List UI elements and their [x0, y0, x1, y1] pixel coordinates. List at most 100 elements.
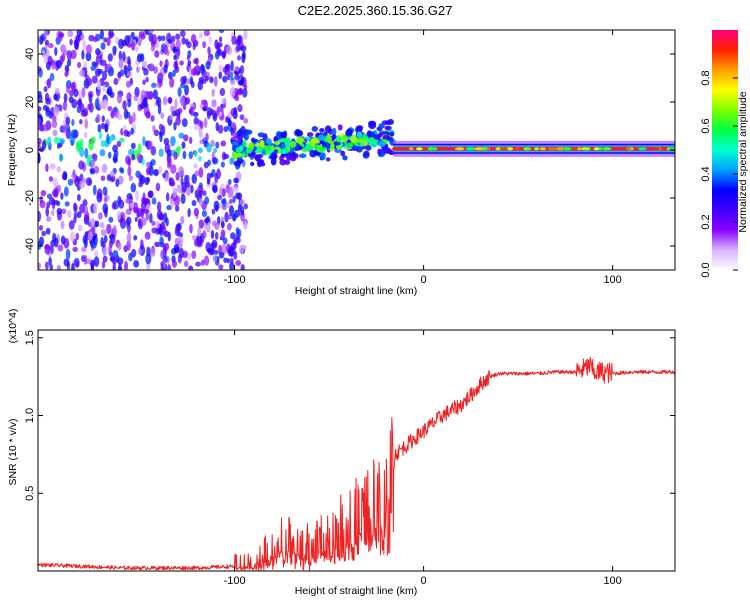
spectrogram-cell: [368, 137, 375, 143]
spectrogram-cell: [118, 199, 125, 209]
spectrogram-cell: [204, 217, 210, 224]
spectrogram-cell: [580, 147, 589, 151]
spectrogram-cell: [224, 64, 229, 70]
spectrogram-cell: [178, 132, 185, 139]
spectrogram-cell: [154, 50, 160, 58]
spectrogram-cell: [221, 188, 226, 197]
spectrogram-cell: [66, 50, 73, 61]
spectrogram-cell: [250, 161, 255, 167]
spectrogram-cell: [43, 30, 48, 38]
spectrogram-cell: [155, 182, 161, 192]
spectrogram-cell: [327, 135, 333, 144]
spectrogram-cell: [324, 125, 332, 133]
spectrogram-cell: [165, 192, 170, 202]
spectrogram-cell: [296, 136, 304, 145]
spectrogram-cell: [94, 98, 99, 110]
spectrogram-cell: [54, 87, 60, 95]
spectrogram-cell: [172, 69, 176, 77]
spectrogram-cell: [232, 239, 237, 250]
spectrogram-cell: [167, 263, 172, 270]
spectrogram-cell: [213, 249, 219, 255]
spectrogram-cell: [143, 208, 150, 214]
spectrogram-cell: [125, 80, 132, 88]
spectrogram-cell: [87, 154, 92, 163]
spectrogram-cell: [336, 135, 342, 143]
spectrogram-cell: [499, 147, 508, 151]
spectrogram-cell: [70, 82, 75, 91]
spectrogram-cell: [52, 177, 58, 188]
spectrogram-cell: [223, 126, 229, 133]
spectrogram-cell: [79, 203, 85, 214]
spectrogram-cell: [69, 231, 76, 243]
spectrogram-cell: [177, 253, 182, 264]
spectrogram-panel: -100 0 100 -40 -20 0 20 40 Height of straight …: [6, 29, 676, 297]
spectrogram-cell: [488, 147, 496, 151]
spectrogram-cell: [331, 127, 337, 136]
spectrogram-cell: [54, 47, 58, 56]
spectrogram-cell: [65, 248, 71, 260]
spectrogram-cell: [199, 120, 204, 130]
spectrogram-cell: [176, 145, 182, 152]
spectrogram-cell: [136, 54, 143, 63]
spectrogram-cell: [198, 198, 203, 207]
spectrogram-cell: [221, 97, 225, 105]
spectrogram-cell: [162, 96, 168, 106]
spectrogram-cell: [51, 120, 58, 129]
spectrogram-cell: [92, 203, 98, 214]
spectrogram-cell: [117, 71, 122, 78]
spectrogram-cell: [230, 232, 236, 240]
spectrogram-cell: [72, 169, 76, 178]
spectrogram-cell: [210, 108, 214, 116]
spectrogram-cell: [230, 122, 237, 129]
spectrogram-cell: [391, 147, 401, 151]
snr-multiplier: (x10^4): [7, 309, 19, 344]
spectrogram-cell: [130, 142, 136, 150]
spectrogram-cell: [152, 89, 158, 100]
spectrogram-cell: [355, 125, 363, 132]
spectrogram-cell: [118, 38, 124, 50]
spectrogram-cell: [84, 147, 89, 159]
spectrogram-cell: [174, 205, 180, 212]
spectrogram-cell: [365, 145, 372, 151]
spectrogram-cell: [279, 149, 288, 155]
spectrogram-cell: [186, 41, 192, 49]
spectrogram-cell: [181, 141, 186, 149]
spectrogram-cell: [243, 220, 248, 230]
spectrogram-cell: [142, 79, 146, 86]
spectrogram-cell: [213, 147, 218, 154]
spectrogram-cell: [173, 151, 178, 160]
spectrogram-cell: [99, 101, 104, 110]
spectrogram-cell: [189, 223, 193, 234]
spectrogram-cell: [162, 260, 167, 270]
spectrogram-cell: [281, 143, 286, 149]
spectrogram-cell: [192, 42, 196, 51]
spectrogram-cell: [175, 171, 180, 181]
spectrogram-cell: [289, 140, 297, 148]
spectrogram-cell: [108, 151, 112, 159]
spectrogram-cell: [205, 132, 209, 142]
spectrogram-cell: [49, 264, 54, 270]
spectrogram-cell: [125, 155, 131, 165]
spectrogram-cell: [38, 66, 42, 73]
spectrogram-cell: [173, 243, 180, 253]
spectrogram-cell: [330, 143, 335, 149]
spectrogram-cell: [49, 72, 55, 82]
spectrogram-cell: [207, 159, 212, 167]
spectrogram-cell: [77, 61, 82, 68]
spectrogram-cell: [65, 116, 71, 126]
spectrogram-cell: [100, 175, 106, 181]
spectrogram-cell: [126, 232, 132, 244]
spectrogram-cell: [233, 251, 238, 260]
spectrogram-cell: [239, 244, 245, 255]
spectrogram-cell: [163, 242, 170, 251]
spectrogram-cell: [232, 195, 236, 204]
spectrogram-cell: [82, 39, 87, 51]
spectrogram-cell: [138, 181, 143, 188]
spectrogram-cell: [151, 197, 157, 205]
spectrogram-cell: [66, 210, 72, 218]
spectrogram-cell: [142, 96, 148, 107]
spectrogram-cell: [161, 225, 167, 236]
spectrogram-cell: [176, 184, 183, 193]
spectrogram-cell: [324, 142, 332, 150]
spectrogram-cell: [102, 203, 109, 214]
